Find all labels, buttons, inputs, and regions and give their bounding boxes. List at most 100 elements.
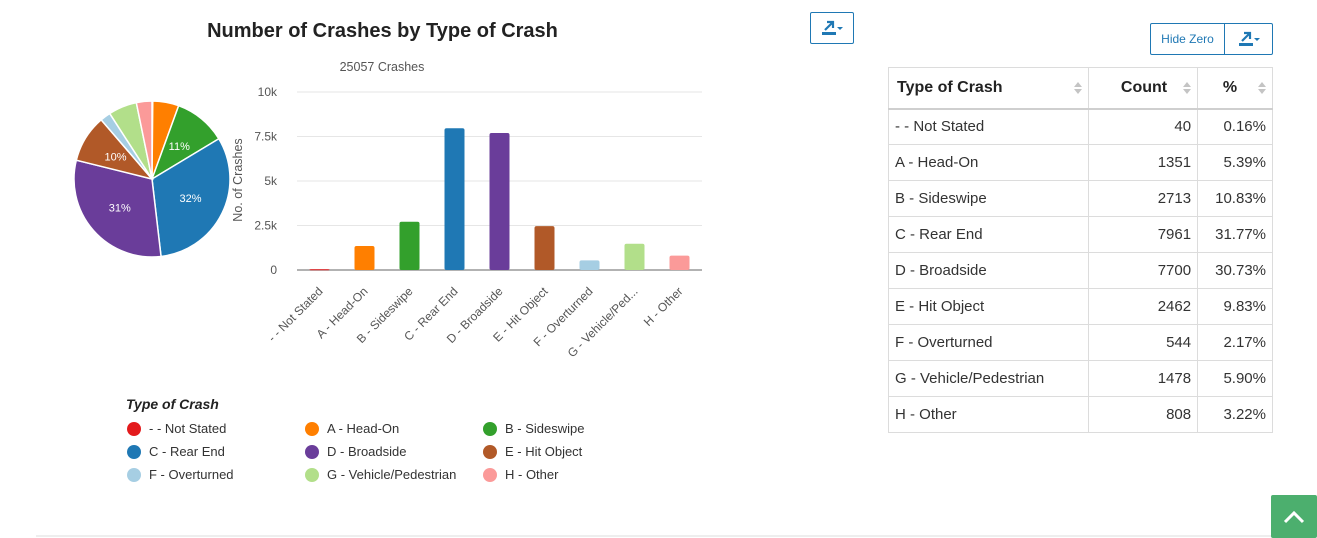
y-tick-label: 10k bbox=[258, 85, 278, 99]
cell-count: 40 bbox=[1088, 108, 1199, 145]
pie-slice[interactable] bbox=[151, 137, 231, 258]
legend-label: C - Rear End bbox=[149, 444, 225, 459]
cell-type: A - Head-On bbox=[887, 144, 1090, 181]
legend-title: Type of Crash bbox=[126, 396, 219, 412]
table-row: G - Vehicle/Pedestrian 1478 5.90% bbox=[887, 360, 1273, 397]
cell-type: H - Other bbox=[887, 396, 1090, 433]
legend-swatch bbox=[483, 467, 497, 482]
legend-item[interactable]: F - Overturned bbox=[127, 467, 234, 482]
legend-label: F - Overturned bbox=[149, 467, 234, 482]
legend-item[interactable]: C - Rear End bbox=[127, 444, 225, 459]
column-header-label: Count bbox=[1120, 78, 1168, 96]
cell-percent: 5.90% bbox=[1197, 360, 1273, 397]
cell-type: F - Overturned bbox=[887, 324, 1090, 361]
legend-swatch bbox=[483, 444, 497, 459]
cell-type: D - Broadside bbox=[887, 252, 1090, 289]
legend-swatch bbox=[127, 444, 141, 459]
legend-item[interactable]: B - Sideswipe bbox=[483, 421, 584, 436]
table-row: H - Other 808 3.22% bbox=[887, 396, 1273, 433]
legend-swatch bbox=[127, 467, 141, 482]
bar[interactable] bbox=[534, 226, 555, 270]
chevron-up-icon bbox=[1283, 510, 1305, 523]
table-row: B - Sideswipe 2713 10.83% bbox=[887, 180, 1273, 217]
legend-label: - - Not Stated bbox=[149, 421, 227, 436]
cell-percent: 10.83% bbox=[1197, 180, 1273, 217]
column-header-type[interactable]: Type of Crash bbox=[887, 67, 1090, 110]
cell-count: 808 bbox=[1088, 396, 1199, 433]
cell-percent: 2.17% bbox=[1197, 324, 1273, 361]
cell-type: B - Sideswipe bbox=[887, 180, 1090, 217]
table-row: E - Hit Object 2462 9.83% bbox=[887, 288, 1273, 325]
legend-swatch bbox=[305, 421, 319, 436]
y-tick-label: 7.5k bbox=[254, 130, 278, 144]
hide-zero-button[interactable]: Hide Zero bbox=[1150, 23, 1225, 55]
download-icon bbox=[1238, 31, 1260, 46]
cell-count: 7961 bbox=[1088, 216, 1199, 253]
y-tick-label: 5k bbox=[264, 174, 278, 188]
sort-icon[interactable] bbox=[1074, 81, 1083, 94]
legend-label: A - Head-On bbox=[327, 421, 400, 436]
cell-count: 1478 bbox=[1088, 360, 1199, 397]
pie-data-label: 11% bbox=[169, 141, 190, 153]
legend-swatch bbox=[305, 444, 319, 459]
legend-swatch bbox=[305, 467, 319, 482]
cell-percent: 30.73% bbox=[1197, 252, 1273, 289]
legend-label: D - Broadside bbox=[327, 444, 407, 459]
cell-percent: 5.39% bbox=[1197, 144, 1273, 181]
bar[interactable] bbox=[624, 243, 645, 270]
column-header-count[interactable]: Count bbox=[1088, 67, 1199, 110]
bar[interactable] bbox=[489, 132, 510, 270]
bar[interactable] bbox=[354, 245, 375, 270]
column-header-label: % bbox=[1222, 78, 1238, 96]
table-header-row: Type of Crash Count % bbox=[887, 67, 1273, 110]
pie-data-label: 32% bbox=[179, 193, 201, 205]
legend-label: E - Hit Object bbox=[505, 444, 583, 459]
pie-slice[interactable] bbox=[135, 100, 153, 180]
y-axis-label: No. of Crashes bbox=[231, 138, 245, 221]
sort-icon[interactable] bbox=[1258, 81, 1266, 94]
legend-item[interactable]: - - Not Stated bbox=[127, 421, 226, 436]
bar[interactable] bbox=[444, 128, 465, 270]
bar[interactable] bbox=[309, 269, 330, 271]
cell-count: 2713 bbox=[1088, 180, 1199, 217]
y-tick-label: 0 bbox=[270, 263, 277, 277]
scroll-to-top-button[interactable] bbox=[1271, 495, 1317, 538]
x-tick-label: H - Other bbox=[641, 284, 686, 329]
cell-percent: 0.16% bbox=[1197, 108, 1273, 145]
column-header-percent[interactable]: % bbox=[1197, 67, 1273, 110]
bar[interactable] bbox=[399, 221, 420, 270]
pie-data-label: 10% bbox=[104, 151, 126, 163]
bar[interactable] bbox=[579, 260, 600, 270]
sort-icon[interactable] bbox=[1183, 81, 1192, 94]
y-tick-label: 2.5k bbox=[254, 219, 278, 233]
divider bbox=[36, 535, 1317, 537]
pie-chart: 11% 32% 31% 10% bbox=[73, 100, 231, 258]
chart-title: Number of Crashes by Type of Crash bbox=[207, 20, 558, 42]
download-icon bbox=[822, 20, 843, 35]
legend-item[interactable]: D - Broadside bbox=[305, 444, 406, 459]
legend-item[interactable]: H - Other bbox=[483, 467, 558, 482]
chart-export-button[interactable] bbox=[810, 12, 854, 44]
cell-percent: 31.77% bbox=[1197, 216, 1273, 253]
cell-percent: 9.83% bbox=[1197, 288, 1273, 325]
cell-count: 7700 bbox=[1088, 252, 1199, 289]
pie-slice[interactable] bbox=[73, 159, 162, 258]
table-row: F - Overturned 544 2.17% bbox=[887, 324, 1273, 361]
cell-type: C - Rear End bbox=[887, 216, 1090, 253]
legend-swatch bbox=[127, 421, 141, 436]
legend-item[interactable]: G - Vehicle/Pedestrian bbox=[305, 467, 456, 482]
chart-subtitle: 25057 Crashes bbox=[340, 60, 425, 74]
table-export-button[interactable] bbox=[1224, 23, 1273, 55]
bar[interactable] bbox=[669, 255, 690, 270]
legend-item[interactable]: A - Head-On bbox=[305, 421, 399, 436]
cell-count: 544 bbox=[1088, 324, 1199, 361]
legend-label: B - Sideswipe bbox=[505, 421, 585, 436]
cell-count: 2462 bbox=[1088, 288, 1199, 325]
table-row: A - Head-On 1351 5.39% bbox=[887, 144, 1273, 181]
table-row: D - Broadside 7700 30.73% bbox=[887, 252, 1273, 289]
legend-item[interactable]: E - Hit Object bbox=[483, 444, 582, 459]
cell-type: E - Hit Object bbox=[887, 288, 1090, 325]
pie-data-label: 31% bbox=[109, 202, 131, 214]
legend-swatch bbox=[483, 421, 497, 436]
